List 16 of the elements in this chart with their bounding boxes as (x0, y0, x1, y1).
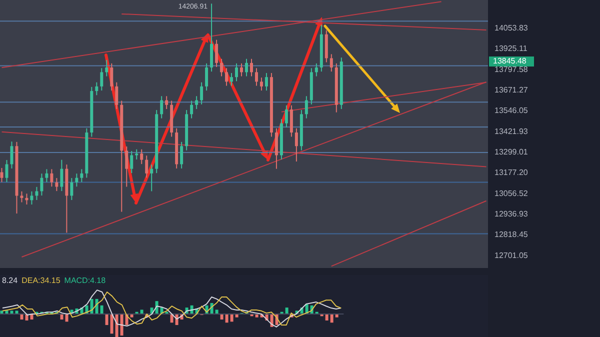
y-tick-label: 13299.01 (494, 148, 528, 157)
series-label: MACD:4.18 (64, 276, 106, 285)
y-tick-label: 12818.45 (494, 230, 528, 240)
text: 13845.48 (493, 56, 527, 66)
y-tick-label: 13546.05 (494, 106, 528, 116)
y-tick-label: 13056.52 (494, 188, 528, 198)
y-tick-label: 13671.27 (494, 86, 528, 94)
y-tick-label: 12701.05 (494, 250, 528, 260)
text: 8.24 (2, 276, 18, 285)
y-tick-label: 13177.20 (494, 168, 528, 178)
y-tick-label: 13925.11 (494, 44, 528, 54)
y-tick-label: 12936.93 (494, 210, 528, 219)
y-tick-label: 13421.93 (494, 126, 528, 136)
y-tick-label: 13797.58 (494, 64, 528, 74)
y-tick-label: 14053.83 (494, 23, 528, 32)
text: DEA:34.15 (22, 276, 60, 285)
